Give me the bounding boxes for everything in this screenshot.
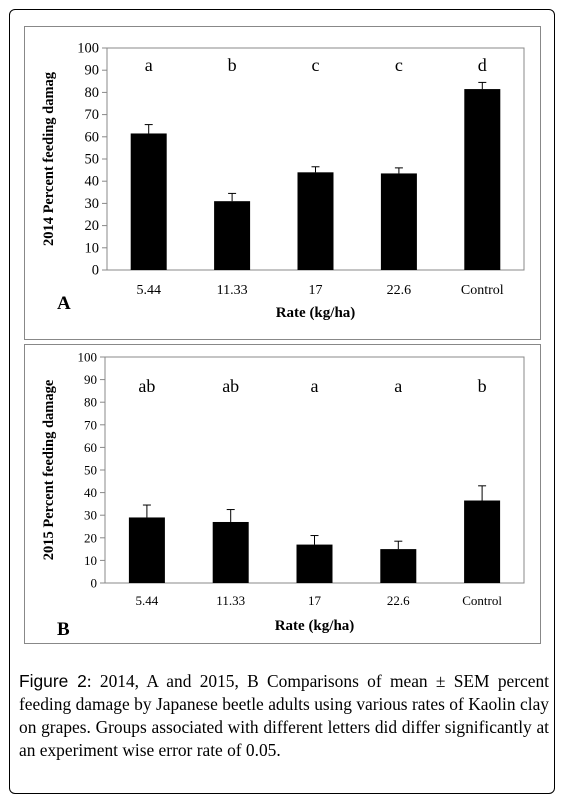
x-axis-title: Rate (kg/ha)	[276, 305, 356, 321]
y-tick-label: 50	[84, 463, 97, 478]
y-tick-label: 40	[84, 485, 97, 500]
significance-letter: a	[394, 376, 402, 396]
chart-panel-a: 0 10 20 30 40 50 60 70 80 90 100 a 5.44 b 11.33 c 17 c 22.…	[24, 26, 541, 340]
caption-label: Figure 2	[19, 671, 87, 691]
y-tick-label: 70	[84, 417, 97, 432]
significance-letter: a	[145, 55, 153, 75]
x-tick-label: 17	[308, 593, 322, 608]
bar	[380, 549, 417, 583]
x-tick-label: 5.44	[136, 283, 161, 298]
y-tick-label: 50	[85, 152, 100, 168]
bar	[380, 173, 417, 270]
y-tick-label: 100	[78, 350, 98, 365]
y-tick-label: 90	[85, 63, 100, 79]
bar	[130, 133, 167, 270]
y-axis-title: 2014 Percent feeding damag	[41, 71, 57, 246]
figure-caption: Figure 2: 2014, A and 2015, B Comparison…	[19, 670, 549, 762]
figure-frame	[9, 9, 555, 794]
x-tick-label: 11.33	[216, 593, 245, 608]
y-tick-label: 30	[85, 196, 100, 212]
bar	[212, 521, 249, 583]
significance-letter: b	[478, 376, 487, 396]
significance-letter: c	[395, 55, 403, 75]
panel-label: B	[57, 619, 70, 640]
bar	[214, 201, 251, 270]
x-tick-label: 22.6	[387, 283, 412, 298]
x-tick-label: Control	[462, 593, 502, 608]
bar	[464, 89, 501, 270]
significance-letter: a	[311, 376, 319, 396]
y-tick-label: 70	[85, 107, 100, 123]
y-tick-label: 20	[85, 218, 100, 234]
bar	[296, 544, 333, 583]
y-tick-label: 100	[77, 41, 99, 57]
x-tick-label: 22.6	[387, 593, 410, 608]
significance-letter: c	[312, 55, 320, 75]
significance-letter: ab	[222, 376, 239, 396]
x-axis-title: Rate (kg/ha)	[275, 618, 355, 634]
y-tick-label: 80	[85, 85, 100, 101]
y-tick-label: 80	[84, 395, 97, 410]
chart-b-svg: 0 10 20 30 40 50 60 70 80 90 100 ab 5.44 ab 11.33 a 17 a 2…	[41, 350, 525, 640]
significance-letter: d	[478, 55, 487, 75]
chart-panel-b: 0 10 20 30 40 50 60 70 80 90 100 ab 5.44 ab 11.33 a 17 a 2…	[24, 344, 541, 644]
y-tick-label: 40	[85, 174, 100, 190]
bar	[464, 500, 501, 583]
caption-text: : 2014, A and 2015, B Comparisons of mea…	[19, 671, 550, 760]
x-tick-label: 11.33	[217, 283, 248, 298]
y-tick-label: 60	[84, 440, 97, 455]
y-tick-label: 0	[91, 576, 98, 591]
chart-a-svg: 0 10 20 30 40 50 60 70 80 90 100 a 5.44 b 11.33 c 17 c 22.…	[41, 41, 525, 321]
y-tick-label: 20	[84, 530, 97, 545]
significance-letter: b	[228, 55, 237, 75]
bar	[297, 172, 334, 270]
x-tick-label: 17	[309, 283, 323, 298]
y-tick-label: 90	[84, 372, 97, 387]
x-tick-label: 5.44	[136, 593, 159, 608]
x-tick-label: Control	[461, 283, 504, 298]
panel-label: A	[57, 293, 71, 314]
y-tick-label: 30	[84, 508, 97, 523]
y-axis-title: 2015 Percent feeding damage	[41, 379, 57, 560]
y-tick-label: 0	[92, 263, 99, 279]
bar	[128, 517, 165, 583]
y-tick-label: 60	[85, 129, 100, 145]
significance-letter: ab	[138, 376, 155, 396]
y-tick-label: 10	[85, 240, 100, 256]
y-tick-label: 10	[84, 553, 97, 568]
